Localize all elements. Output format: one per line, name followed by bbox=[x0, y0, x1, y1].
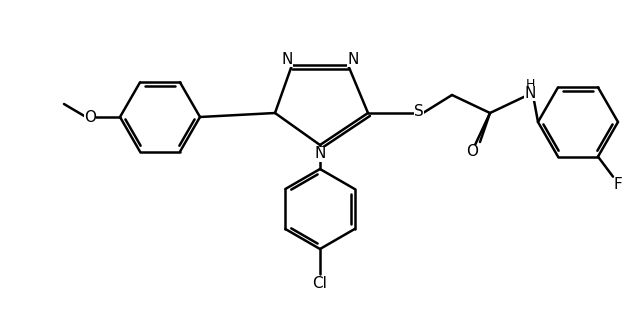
Text: N: N bbox=[282, 51, 292, 67]
Text: N: N bbox=[524, 86, 536, 100]
Text: F: F bbox=[614, 177, 622, 192]
Text: N: N bbox=[314, 146, 326, 161]
Text: Cl: Cl bbox=[312, 276, 328, 292]
Text: S: S bbox=[414, 103, 424, 119]
Text: O: O bbox=[84, 109, 96, 125]
Text: N: N bbox=[348, 51, 358, 67]
Text: H: H bbox=[525, 79, 534, 92]
Text: O: O bbox=[466, 145, 478, 159]
